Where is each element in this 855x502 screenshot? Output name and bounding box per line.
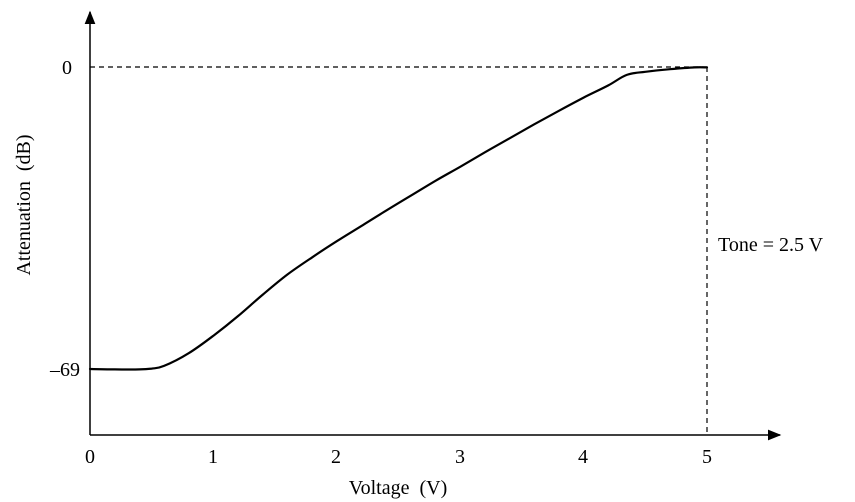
x-axis-label: Voltage (V) — [349, 477, 448, 499]
x-tick-label: 5 — [702, 446, 712, 468]
x-tick-labels: 0 1 2 3 4 5 — [85, 446, 712, 468]
tone-annotation: Tone = 2.5 V — [718, 234, 824, 256]
x-tick-label: 1 — [208, 446, 218, 468]
y-tick-label-min: –69 — [49, 359, 80, 381]
y-axis-label: Attenuation (dB) — [13, 134, 35, 275]
y-tick-label-max: 0 — [62, 57, 72, 79]
y-tick-labels: –69 0 — [49, 57, 80, 381]
x-tick-label: 3 — [455, 446, 465, 468]
x-tick-label: 2 — [331, 446, 341, 468]
x-tick-label: 4 — [578, 446, 588, 468]
x-tick-label: 0 — [85, 446, 95, 468]
attenuation-series-line — [88, 66, 709, 371]
